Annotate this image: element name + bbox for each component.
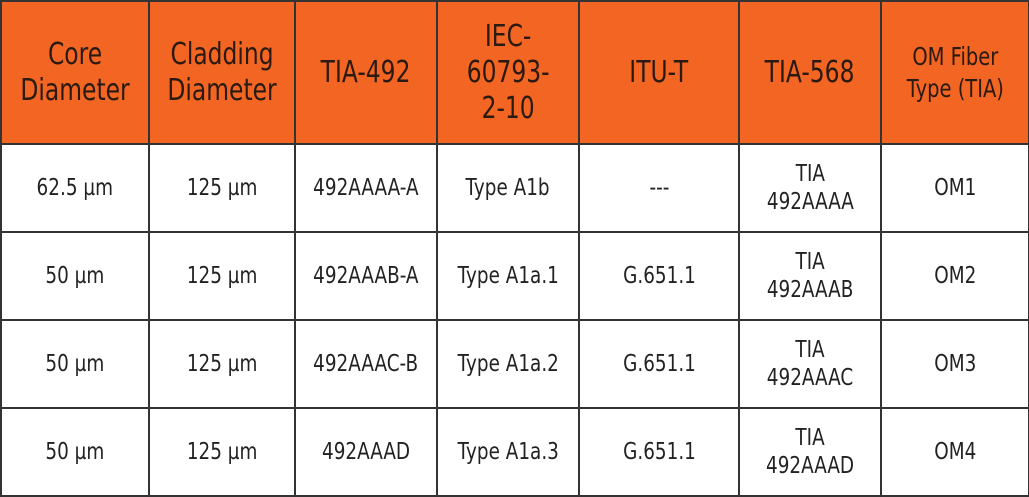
table-cell-text: TIA 492AAAD [765, 425, 855, 479]
header-cell-text: TIA-568 [765, 54, 855, 90]
header-cell-text: ITU-T [629, 54, 689, 90]
table-cell-text: 492AAAA-A [313, 175, 419, 201]
header-cell-text: IEC- 60793- 2-10 [466, 18, 550, 126]
table-cell-text: G.651.1 [622, 351, 696, 377]
table-cell: TIA 492AAAA [738, 143, 882, 233]
table-cell: 62.5 µm [0, 143, 150, 233]
header-cell-text: OM Fiber Type (TIA) [906, 41, 1004, 103]
table-cell: OM3 [880, 319, 1029, 409]
header-cell-text: Core Diameter [20, 36, 130, 108]
header-cell: ITU-T [578, 0, 740, 145]
header-cell: TIA-492 [294, 0, 438, 145]
table-cell: 125 µm [148, 143, 296, 233]
table-cell-text: 492AAAB-A [313, 263, 419, 289]
table-cell: --- [578, 143, 740, 233]
table-cell: OM2 [880, 231, 1029, 321]
table-cell-text: 50 µm [45, 351, 105, 377]
table-cell-text: OM1 [933, 175, 977, 201]
table-row: 62.5 µm 125 µm 492AAAA-A Type A1b --- TIA 492… [0, 143, 1029, 233]
table-cell-text: --- [649, 175, 669, 201]
table-cell: 125 µm [148, 319, 296, 409]
table-cell: 492AAAA-A [294, 143, 438, 233]
table-cell: 492AAAC-B [294, 319, 438, 409]
table-cell-text: 125 µm [186, 351, 258, 377]
table-cell: 125 µm [148, 407, 296, 497]
table-cell-text: 492AAAC-B [313, 351, 419, 377]
table-body: 62.5 µm 125 µm 492AAAA-A Type A1b --- TIA 492… [0, 143, 1029, 497]
table-cell-text: TIA 492AAAC [766, 337, 854, 391]
header-row: Core Diameter Cladding Diameter TIA-492 IEC… [0, 0, 1029, 145]
table-cell-text: G.651.1 [622, 263, 696, 289]
table-cell: 50 µm [0, 407, 150, 497]
table-cell-text: 125 µm [186, 175, 258, 201]
table-cell: 125 µm [148, 231, 296, 321]
header-cell-text: Cladding Diameter [167, 36, 277, 108]
table-cell-text: 492AAAD [321, 439, 411, 465]
table-cell: Type A1a.1 [436, 231, 580, 321]
table-cell-text: Type A1b [465, 175, 551, 201]
table-cell: G.651.1 [578, 231, 740, 321]
table-cell: Type A1a.2 [436, 319, 580, 409]
table-cell: OM1 [880, 143, 1029, 233]
table-cell: 50 µm [0, 231, 150, 321]
table-cell-text: Type A1a.1 [457, 263, 559, 289]
table-cell-text: G.651.1 [622, 439, 696, 465]
table-cell-text: OM3 [933, 351, 977, 377]
table-cell-text: TIA 492AAAB [766, 249, 854, 303]
header-cell: Cladding Diameter [148, 0, 296, 145]
table-row: 50 µm 125 µm 492AAAB-A Type A1a.1 G.651.1 TIA… [0, 231, 1029, 321]
table-cell-text: Type A1a.2 [457, 351, 559, 377]
table-cell-text: 62.5 µm [36, 175, 114, 201]
table-cell: TIA 492AAAD [738, 407, 882, 497]
table-cell: TIA 492AAAC [738, 319, 882, 409]
table-cell-text: TIA 492AAAA [766, 161, 854, 215]
table-cell-text: 50 µm [45, 439, 105, 465]
table-cell-text: 125 µm [186, 263, 258, 289]
table-row: 50 µm 125 µm 492AAAD Type A1a.3 G.651.1 TIA 4… [0, 407, 1029, 497]
table-cell-text: Type A1a.3 [457, 439, 559, 465]
table-cell: 50 µm [0, 319, 150, 409]
table-cell-text: OM4 [933, 439, 977, 465]
header-cell: TIA-568 [738, 0, 882, 145]
table-cell: Type A1b [436, 143, 580, 233]
header-cell: OM Fiber Type (TIA) [880, 0, 1029, 145]
table-cell: 492AAAD [294, 407, 438, 497]
table-cell-text: OM2 [933, 263, 977, 289]
table-cell: G.651.1 [578, 407, 740, 497]
table-cell-text: 125 µm [186, 439, 258, 465]
table-cell: G.651.1 [578, 319, 740, 409]
header-cell: IEC- 60793- 2-10 [436, 0, 580, 145]
table-row: 50 µm 125 µm 492AAAC-B Type A1a.2 G.651.1 TIA… [0, 319, 1029, 409]
table-cell: 492AAAB-A [294, 231, 438, 321]
table-cell: TIA 492AAAB [738, 231, 882, 321]
table-cell-text: 50 µm [45, 263, 105, 289]
table-cell: OM4 [880, 407, 1029, 497]
header-cell-text: TIA-492 [321, 54, 411, 90]
table-cell: Type A1a.3 [436, 407, 580, 497]
header-cell: Core Diameter [0, 0, 150, 145]
